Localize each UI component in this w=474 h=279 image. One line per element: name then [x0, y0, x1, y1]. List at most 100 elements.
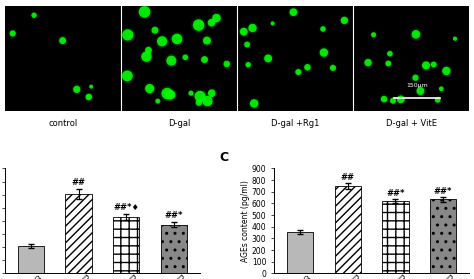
Point — [304, 65, 311, 69]
Point — [143, 54, 150, 59]
Point — [73, 87, 81, 92]
Point — [167, 93, 174, 97]
Text: C: C — [219, 151, 228, 164]
Point — [320, 50, 328, 55]
Point — [213, 16, 220, 20]
Point — [151, 28, 159, 32]
Point — [243, 42, 251, 47]
Point — [269, 21, 276, 26]
Point — [386, 51, 394, 56]
Point — [195, 100, 203, 105]
Point — [87, 85, 95, 89]
Bar — [287, 232, 313, 273]
Point — [249, 26, 256, 30]
Point — [201, 57, 209, 62]
Bar — [335, 186, 361, 273]
Text: D-gal: D-gal — [168, 119, 190, 128]
Point — [208, 20, 215, 25]
Point — [304, 65, 311, 69]
Point — [173, 37, 181, 41]
Point — [412, 32, 420, 37]
Point — [380, 97, 388, 101]
Text: D-gal + VitE: D-gal + VitE — [386, 119, 437, 128]
Point — [145, 48, 152, 52]
Bar — [383, 201, 409, 273]
Point — [434, 98, 441, 102]
Point — [124, 74, 131, 78]
Point — [124, 74, 131, 78]
Text: control: control — [48, 119, 77, 128]
Point — [168, 58, 175, 63]
Point — [264, 56, 272, 61]
Text: ##: ## — [72, 178, 85, 187]
Point — [438, 86, 445, 91]
Point — [85, 95, 92, 99]
Point — [187, 91, 195, 95]
Point — [319, 27, 327, 31]
Point — [164, 91, 171, 96]
Point — [59, 38, 66, 43]
Point — [208, 91, 216, 95]
Point — [196, 94, 204, 98]
Point — [187, 91, 195, 95]
Point — [203, 39, 211, 43]
Point — [203, 99, 211, 103]
Point — [341, 18, 348, 23]
Point — [195, 23, 202, 27]
Point — [9, 31, 17, 36]
Point — [146, 86, 154, 91]
Point — [434, 98, 441, 102]
Point — [195, 23, 202, 27]
Point — [203, 39, 211, 43]
Point — [370, 33, 377, 37]
Point — [208, 20, 215, 25]
Point — [329, 66, 337, 70]
Point — [422, 63, 430, 68]
Point — [213, 16, 220, 20]
Point — [412, 32, 420, 37]
Point — [370, 33, 377, 37]
Point — [384, 61, 392, 66]
Bar — [430, 199, 456, 273]
Bar — [113, 217, 139, 273]
Point — [203, 99, 211, 103]
Point — [9, 31, 17, 36]
Point — [329, 66, 337, 70]
Text: ##: ## — [341, 173, 355, 182]
Point — [201, 57, 209, 62]
Point — [173, 37, 181, 41]
Point — [319, 27, 327, 31]
Bar — [65, 194, 91, 273]
Point — [320, 50, 328, 55]
Point — [87, 85, 95, 89]
Point — [245, 62, 252, 67]
Point — [164, 91, 171, 96]
Point — [422, 63, 430, 68]
Point — [195, 100, 203, 105]
Point — [397, 97, 405, 102]
Point — [412, 76, 419, 80]
Point — [141, 10, 148, 14]
Text: D-gal +Rg1: D-gal +Rg1 — [271, 119, 319, 128]
Point — [451, 37, 459, 41]
Point — [168, 58, 175, 63]
Point — [240, 30, 247, 34]
Point — [30, 13, 38, 18]
Bar — [161, 225, 187, 273]
Point — [151, 28, 159, 32]
Point — [158, 39, 166, 44]
Text: ##*: ##* — [164, 211, 183, 220]
Point — [146, 86, 154, 91]
Point — [182, 55, 189, 59]
Point — [438, 86, 445, 91]
Text: ##*: ##* — [434, 187, 452, 196]
Point — [59, 38, 66, 43]
Point — [158, 39, 166, 44]
Point — [154, 99, 162, 103]
Point — [443, 69, 450, 73]
Point — [196, 94, 204, 98]
Point — [389, 98, 397, 103]
Point — [243, 42, 251, 47]
Point — [397, 97, 405, 102]
Point — [294, 70, 302, 74]
